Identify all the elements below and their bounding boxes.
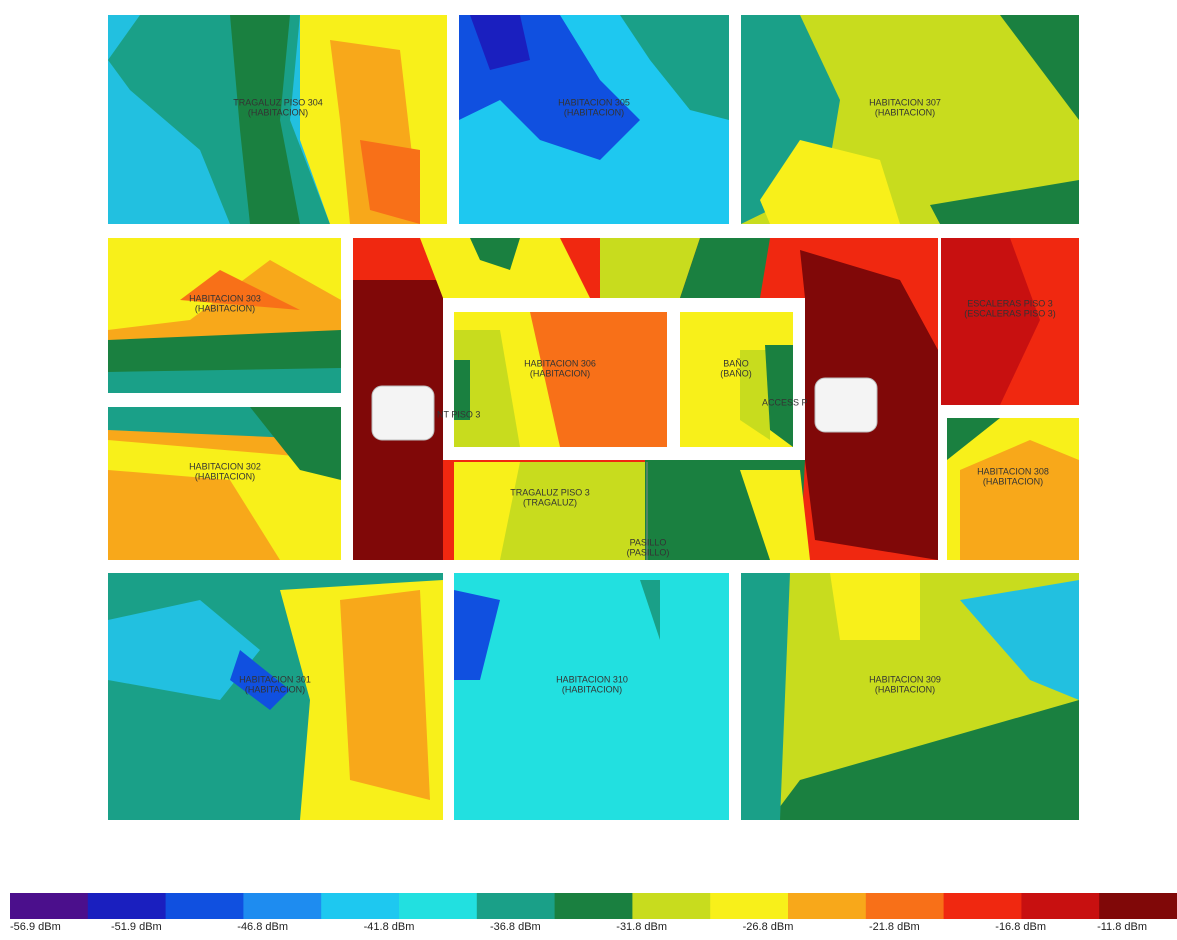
room-type: (HABITACION) bbox=[248, 107, 308, 117]
access-point-label: ACCESS P bbox=[762, 397, 808, 407]
room-type: (PASILLO) bbox=[627, 547, 670, 557]
legend-swatch bbox=[321, 893, 399, 919]
legend-label: -11.8 dBm bbox=[1097, 921, 1147, 933]
room-type: (HABITACION) bbox=[195, 471, 255, 481]
room-name: HABITACION 305 bbox=[558, 97, 630, 107]
legend-swatch bbox=[477, 893, 555, 919]
access-point-icon bbox=[815, 378, 877, 432]
room-name: PASILLO bbox=[630, 537, 667, 547]
access-point-icon bbox=[372, 386, 434, 440]
room-name: HABITACION 303 bbox=[189, 293, 261, 303]
room-name: HABITACION 308 bbox=[977, 466, 1049, 476]
room-type: (HABITACION) bbox=[562, 684, 622, 694]
room-type: (HABITACION) bbox=[875, 107, 935, 117]
legend-swatch bbox=[88, 893, 166, 919]
room-type: (TRAGALUZ) bbox=[523, 497, 577, 507]
room-type: (BAÑO) bbox=[720, 368, 752, 378]
room-type: (HABITACION) bbox=[983, 476, 1043, 486]
legend-swatch bbox=[399, 893, 477, 919]
legend-label: -56.9 dBm bbox=[10, 921, 61, 933]
legend-label: -26.8 dBm bbox=[743, 921, 794, 933]
room-name: HABITACION 309 bbox=[869, 674, 941, 684]
legend-label: -36.8 dBm bbox=[490, 921, 541, 933]
room-name: TRAGALUZ PISO 304 bbox=[233, 97, 323, 107]
room-type: (HABITACION) bbox=[564, 107, 624, 117]
legend-label: -41.8 dBm bbox=[364, 921, 415, 933]
room-type: (HABITACION) bbox=[245, 684, 305, 694]
zone bbox=[340, 590, 430, 800]
room-type: (HABITACION) bbox=[875, 684, 935, 694]
room-name: HABITACION 302 bbox=[189, 461, 261, 471]
heatmap-page: TRAGALUZ PISO 304(HABITACION)HABITACION … bbox=[0, 0, 1177, 940]
legend-swatch bbox=[1021, 893, 1099, 919]
legend-swatch bbox=[788, 893, 866, 919]
legend-swatch bbox=[632, 893, 710, 919]
zone bbox=[830, 573, 920, 640]
room-name: HABITACION 306 bbox=[524, 358, 596, 368]
room-type: (ESCALERAS PISO 3) bbox=[964, 308, 1056, 318]
room-name: HABITACION 310 bbox=[556, 674, 628, 684]
legend-swatch bbox=[866, 893, 944, 919]
legend-swatch bbox=[166, 893, 244, 919]
room-type: (HABITACION) bbox=[530, 368, 590, 378]
room-name: HABITACION 307 bbox=[869, 97, 941, 107]
legend-swatch bbox=[1099, 893, 1177, 919]
access-point-label: NT PISO 3 bbox=[437, 409, 480, 419]
room-name: ESCALERAS PISO 3 bbox=[967, 298, 1053, 308]
legend-label: -46.8 dBm bbox=[237, 921, 288, 933]
floor-plan bbox=[108, 15, 1079, 820]
legend-swatch bbox=[944, 893, 1022, 919]
legend-swatch bbox=[555, 893, 633, 919]
room-name: BAÑO bbox=[723, 358, 749, 368]
legend-swatch bbox=[243, 893, 321, 919]
legend-label: -31.8 dBm bbox=[616, 921, 667, 933]
room-type: (HABITACION) bbox=[195, 303, 255, 313]
zone bbox=[108, 368, 341, 393]
legend-swatch bbox=[10, 893, 88, 919]
room-name: HABITACION 301 bbox=[239, 674, 311, 684]
room-name: TRAGALUZ PISO 3 bbox=[510, 487, 590, 497]
legend-swatch bbox=[710, 893, 788, 919]
legend-label: -21.8 dBm bbox=[869, 921, 920, 933]
legend-label: -51.9 dBm bbox=[111, 921, 162, 933]
legend-label: -16.8 dBm bbox=[995, 921, 1046, 933]
